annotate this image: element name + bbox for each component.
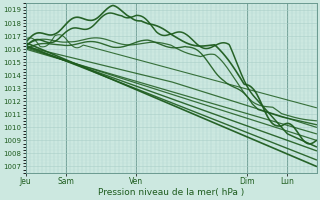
X-axis label: Pression niveau de la mer( hPa ): Pression niveau de la mer( hPa )	[98, 188, 244, 197]
